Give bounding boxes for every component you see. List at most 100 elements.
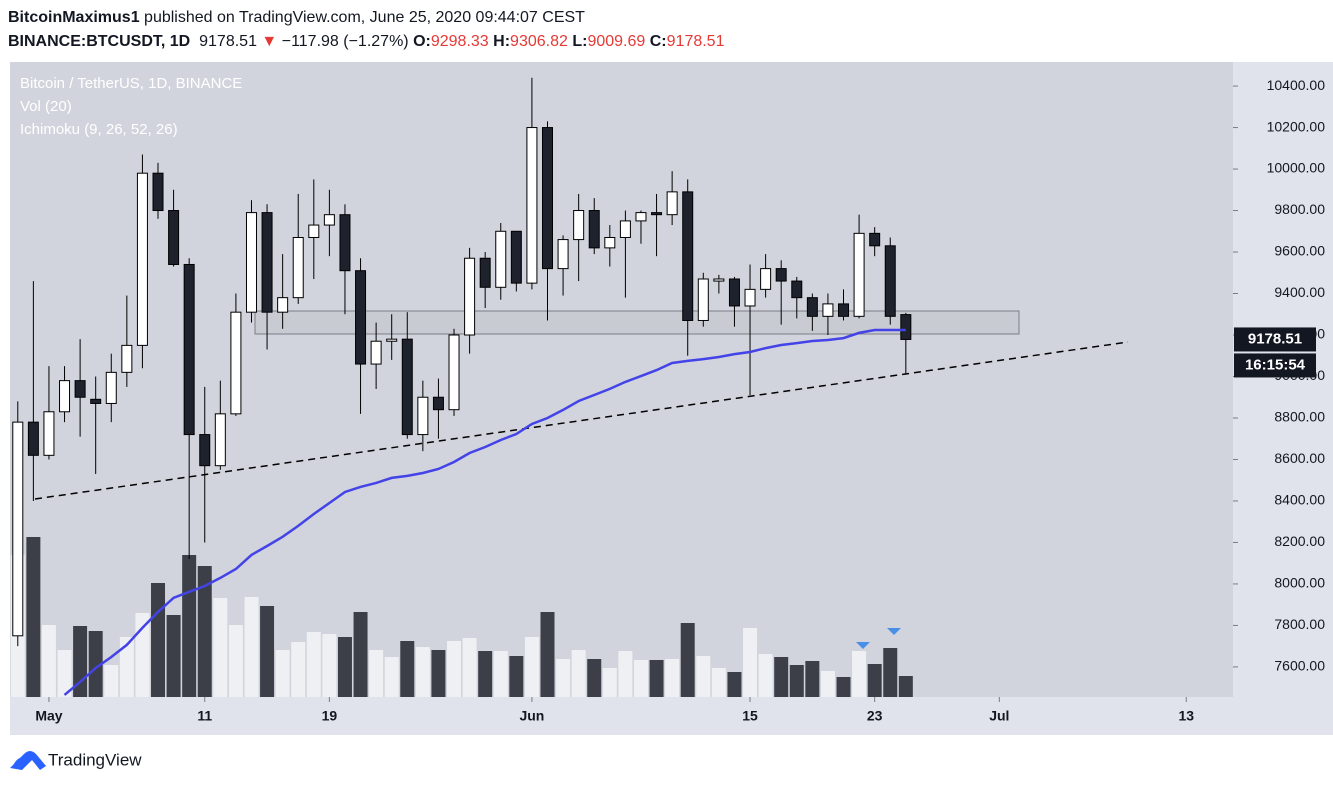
volume-bar bbox=[618, 651, 633, 697]
volume-bar bbox=[213, 598, 228, 697]
candle-body bbox=[682, 191, 694, 321]
volume-bar bbox=[306, 632, 321, 697]
volume-bar bbox=[478, 651, 493, 697]
volume-bar bbox=[509, 656, 524, 697]
volume-bar bbox=[447, 641, 462, 697]
volume-bar bbox=[711, 668, 726, 697]
volume-bar bbox=[462, 638, 477, 697]
y-tick-label: 8000.00 bbox=[1274, 575, 1325, 591]
volume-layer bbox=[10, 537, 913, 697]
candle-body bbox=[152, 172, 164, 212]
candle-body bbox=[74, 380, 86, 398]
candle-body bbox=[588, 210, 600, 249]
candle-body bbox=[386, 338, 398, 342]
candle-body bbox=[59, 380, 71, 413]
volume-bar bbox=[291, 642, 306, 697]
candle-body bbox=[697, 278, 709, 321]
price-label: 9178.51 bbox=[1248, 330, 1302, 347]
volume-bar bbox=[228, 625, 243, 697]
candle-body bbox=[401, 338, 413, 436]
volume-bar bbox=[540, 612, 555, 697]
candle-body bbox=[541, 127, 553, 270]
volume-bar bbox=[197, 566, 212, 697]
volume-bar bbox=[400, 641, 415, 697]
y-tick-label: 10200.00 bbox=[1267, 118, 1326, 134]
o-label: O: bbox=[413, 33, 431, 50]
volume-bar bbox=[151, 583, 166, 697]
candle-body bbox=[666, 191, 678, 216]
volume-bar bbox=[743, 628, 758, 697]
x-tick-label: May bbox=[35, 708, 62, 724]
y-tick-label: 8400.00 bbox=[1274, 492, 1325, 508]
volume-bar bbox=[88, 631, 103, 697]
volume-bar bbox=[244, 597, 259, 697]
candle-body bbox=[12, 421, 24, 637]
volume-bar bbox=[369, 650, 384, 697]
candle-body bbox=[479, 257, 491, 288]
candle-body bbox=[43, 411, 55, 456]
volume-bar bbox=[789, 665, 804, 697]
candle-body bbox=[230, 311, 242, 415]
candle-body bbox=[308, 224, 320, 239]
legend-entry: Ichimoku (9, 26, 52, 26) bbox=[20, 121, 178, 138]
countdown: 16:15:54 bbox=[1245, 356, 1306, 373]
candle-body bbox=[853, 232, 865, 317]
candle-body bbox=[838, 303, 850, 317]
candle-body bbox=[557, 239, 569, 270]
candle-body bbox=[277, 297, 289, 313]
x-tick-label: Jul bbox=[989, 708, 1009, 724]
volume-bar bbox=[135, 613, 150, 697]
candle-body bbox=[619, 220, 631, 239]
x-tick-label: 23 bbox=[867, 708, 883, 724]
volume-bar bbox=[182, 555, 197, 697]
volume-bar bbox=[337, 637, 352, 697]
signal-marker bbox=[887, 628, 901, 635]
volume-bar bbox=[384, 657, 399, 697]
candle-body bbox=[90, 398, 102, 404]
open: 9298.33 bbox=[430, 33, 489, 50]
trendline bbox=[34, 341, 1129, 500]
volume-bar bbox=[633, 660, 648, 697]
candle-body bbox=[822, 303, 834, 317]
candle-body bbox=[728, 278, 740, 307]
candle-body bbox=[744, 288, 756, 307]
low: 9009.69 bbox=[587, 33, 646, 50]
line-layer bbox=[63, 328, 906, 696]
candle-body bbox=[261, 212, 273, 313]
volume-bar bbox=[774, 657, 789, 697]
x-tick-label: Jun bbox=[519, 708, 544, 724]
symbol: BINANCE:BTCUSDT, 1D bbox=[8, 33, 191, 50]
volume-bar bbox=[571, 650, 586, 697]
countdown-box bbox=[1234, 353, 1316, 378]
y-tick-label: 9400.00 bbox=[1274, 284, 1325, 300]
y-tick-label: 10000.00 bbox=[1267, 160, 1326, 176]
x-tick-label: 13 bbox=[1178, 708, 1194, 724]
candle-body bbox=[214, 413, 226, 467]
volume-bar bbox=[493, 651, 508, 697]
candle-body bbox=[292, 237, 304, 299]
y-tick-label: 10400.00 bbox=[1267, 77, 1326, 93]
legend-entry: Bitcoin / TetherUS, 1D, BINANCE bbox=[20, 75, 242, 92]
change: −117.98 (−1.27%) bbox=[281, 33, 409, 50]
x-tick-label: 11 bbox=[197, 708, 212, 724]
volume-bar bbox=[166, 615, 181, 697]
x-tick-label: 19 bbox=[322, 708, 338, 724]
high: 9306.82 bbox=[510, 33, 568, 50]
volume-bar bbox=[820, 671, 835, 697]
author: BitcoinMaximus1 bbox=[8, 9, 140, 26]
candle-body bbox=[105, 371, 117, 404]
candle-body bbox=[121, 344, 133, 373]
header-line-2: BINANCE:BTCUSDT, 1D 9178.51 ▼ −117.98 (−… bbox=[8, 30, 724, 54]
volume-bar bbox=[883, 648, 898, 697]
candle-body bbox=[199, 434, 211, 467]
volume-bar bbox=[353, 612, 368, 697]
candle-body bbox=[417, 396, 429, 436]
price-axis bbox=[1233, 62, 1333, 735]
h-label: H: bbox=[493, 33, 511, 50]
x-tick-label: 15 bbox=[742, 708, 758, 724]
volume-bar bbox=[836, 677, 851, 697]
volume-bar bbox=[587, 659, 602, 697]
candle-body bbox=[27, 421, 39, 456]
volume-bar bbox=[260, 606, 275, 697]
arrow: ▼ bbox=[261, 33, 278, 50]
